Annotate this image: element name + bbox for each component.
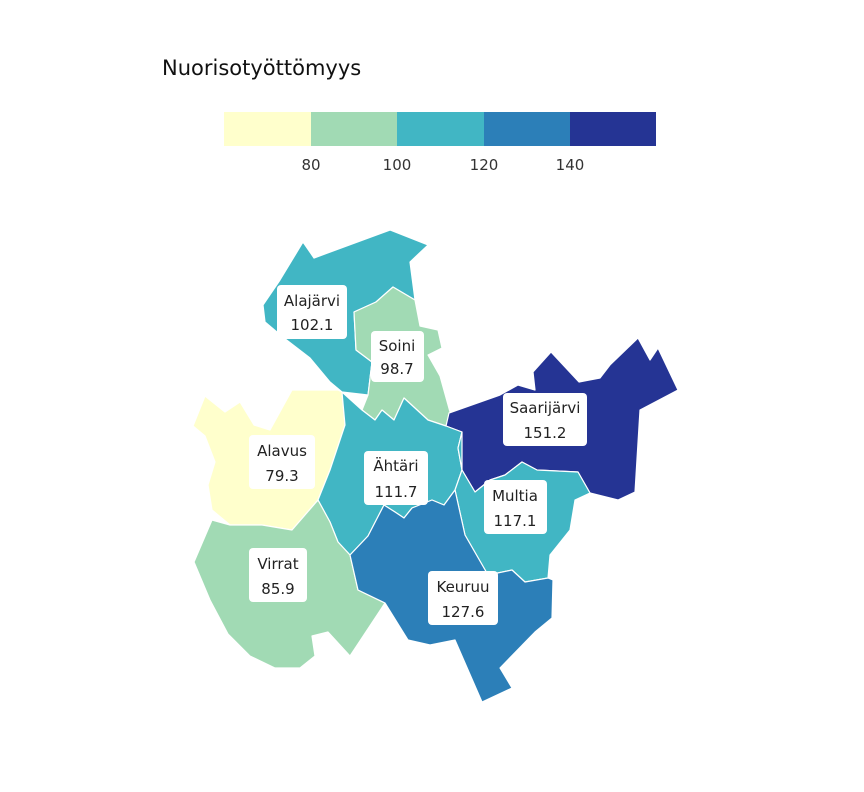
region-name: Saarijärvi — [510, 399, 581, 417]
region-name: Soini — [379, 337, 416, 355]
label-box — [364, 451, 428, 505]
legend-swatch-4 — [484, 112, 570, 146]
label-box — [249, 548, 307, 602]
legend-swatch-3 — [397, 112, 484, 146]
region-label-soini: Soini 98.7 — [371, 331, 424, 382]
label-box — [277, 285, 347, 339]
region-label-alavus: Alavus 79.3 — [249, 435, 315, 489]
region-label-keuruu: Keuruu 127.6 — [428, 571, 498, 625]
region-value: 117.1 — [494, 512, 537, 530]
region-label-ahtari: Ähtäri 111.7 — [364, 451, 428, 505]
region-labels: Alajärvi 102.1 Soini 98.7 Saarijärvi 151… — [249, 285, 587, 625]
region-label-virrat: Virrat 85.9 — [249, 548, 307, 602]
legend-swatch-2 — [311, 112, 397, 146]
label-box — [428, 571, 498, 625]
legend-colorbar — [224, 112, 656, 146]
region-value: 79.3 — [265, 467, 298, 485]
label-box — [484, 480, 547, 534]
region-name: Keuruu — [436, 578, 489, 596]
region-name: Ähtäri — [373, 456, 418, 475]
region-name: Alajärvi — [284, 292, 340, 310]
region-label-multia: Multia 117.1 — [484, 480, 547, 534]
label-box — [503, 393, 587, 446]
legend-tick-label: 140 — [556, 156, 585, 174]
region-name: Alavus — [257, 442, 307, 460]
region-value: 111.7 — [375, 483, 418, 501]
legend-ticks: 80 100 120 140 — [301, 156, 584, 174]
region-value: 127.6 — [442, 603, 485, 621]
legend-tick-label: 80 — [301, 156, 320, 174]
legend-tick-label: 100 — [383, 156, 412, 174]
region-name: Virrat — [257, 555, 298, 573]
region-value: 85.9 — [261, 580, 294, 598]
legend-title: Nuorisotyöttömyys — [162, 56, 362, 80]
region-name: Multia — [492, 487, 538, 505]
legend-tick-label: 120 — [470, 156, 499, 174]
region-label-saarijarvi: Saarijärvi 151.2 — [503, 393, 587, 446]
legend-swatch-5 — [570, 112, 656, 146]
legend-swatch-1 — [224, 112, 311, 146]
region-label-alajarvi: Alajärvi 102.1 — [277, 285, 347, 339]
label-box — [249, 435, 315, 489]
region-value: 151.2 — [524, 424, 567, 442]
region-value: 102.1 — [291, 316, 334, 334]
label-box — [371, 331, 424, 382]
region-value: 98.7 — [380, 360, 413, 378]
